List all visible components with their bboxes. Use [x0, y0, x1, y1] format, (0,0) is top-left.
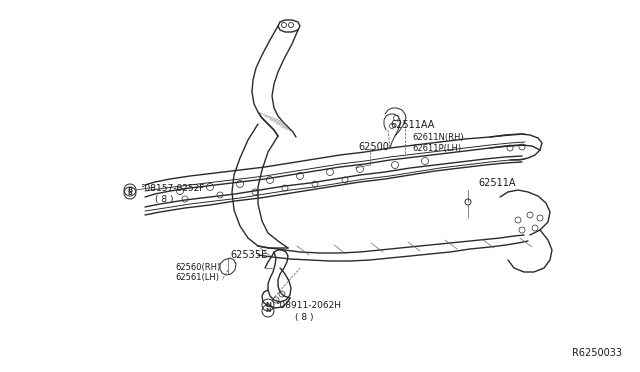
Text: °08911-2062H: °08911-2062H	[275, 301, 341, 310]
Text: 62511AA: 62511AA	[390, 120, 435, 130]
Text: N: N	[266, 308, 271, 314]
Text: N: N	[265, 302, 271, 308]
Text: 62560(RH): 62560(RH)	[175, 263, 220, 272]
Text: ( 8 ): ( 8 )	[155, 195, 173, 204]
Text: 62611N(RH): 62611N(RH)	[412, 133, 463, 142]
Text: 62500: 62500	[358, 142, 389, 152]
Text: °08157-0252F: °08157-0252F	[140, 184, 204, 193]
Text: R6250033: R6250033	[572, 348, 622, 358]
Text: 62561(LH): 62561(LH)	[175, 273, 219, 282]
Text: 62611P(LH): 62611P(LH)	[412, 144, 461, 153]
Text: 62511A: 62511A	[478, 178, 515, 188]
Text: ( 8 ): ( 8 )	[295, 313, 314, 322]
Text: 62535E: 62535E	[230, 250, 267, 260]
Text: B: B	[127, 190, 132, 196]
Text: B: B	[127, 187, 132, 193]
